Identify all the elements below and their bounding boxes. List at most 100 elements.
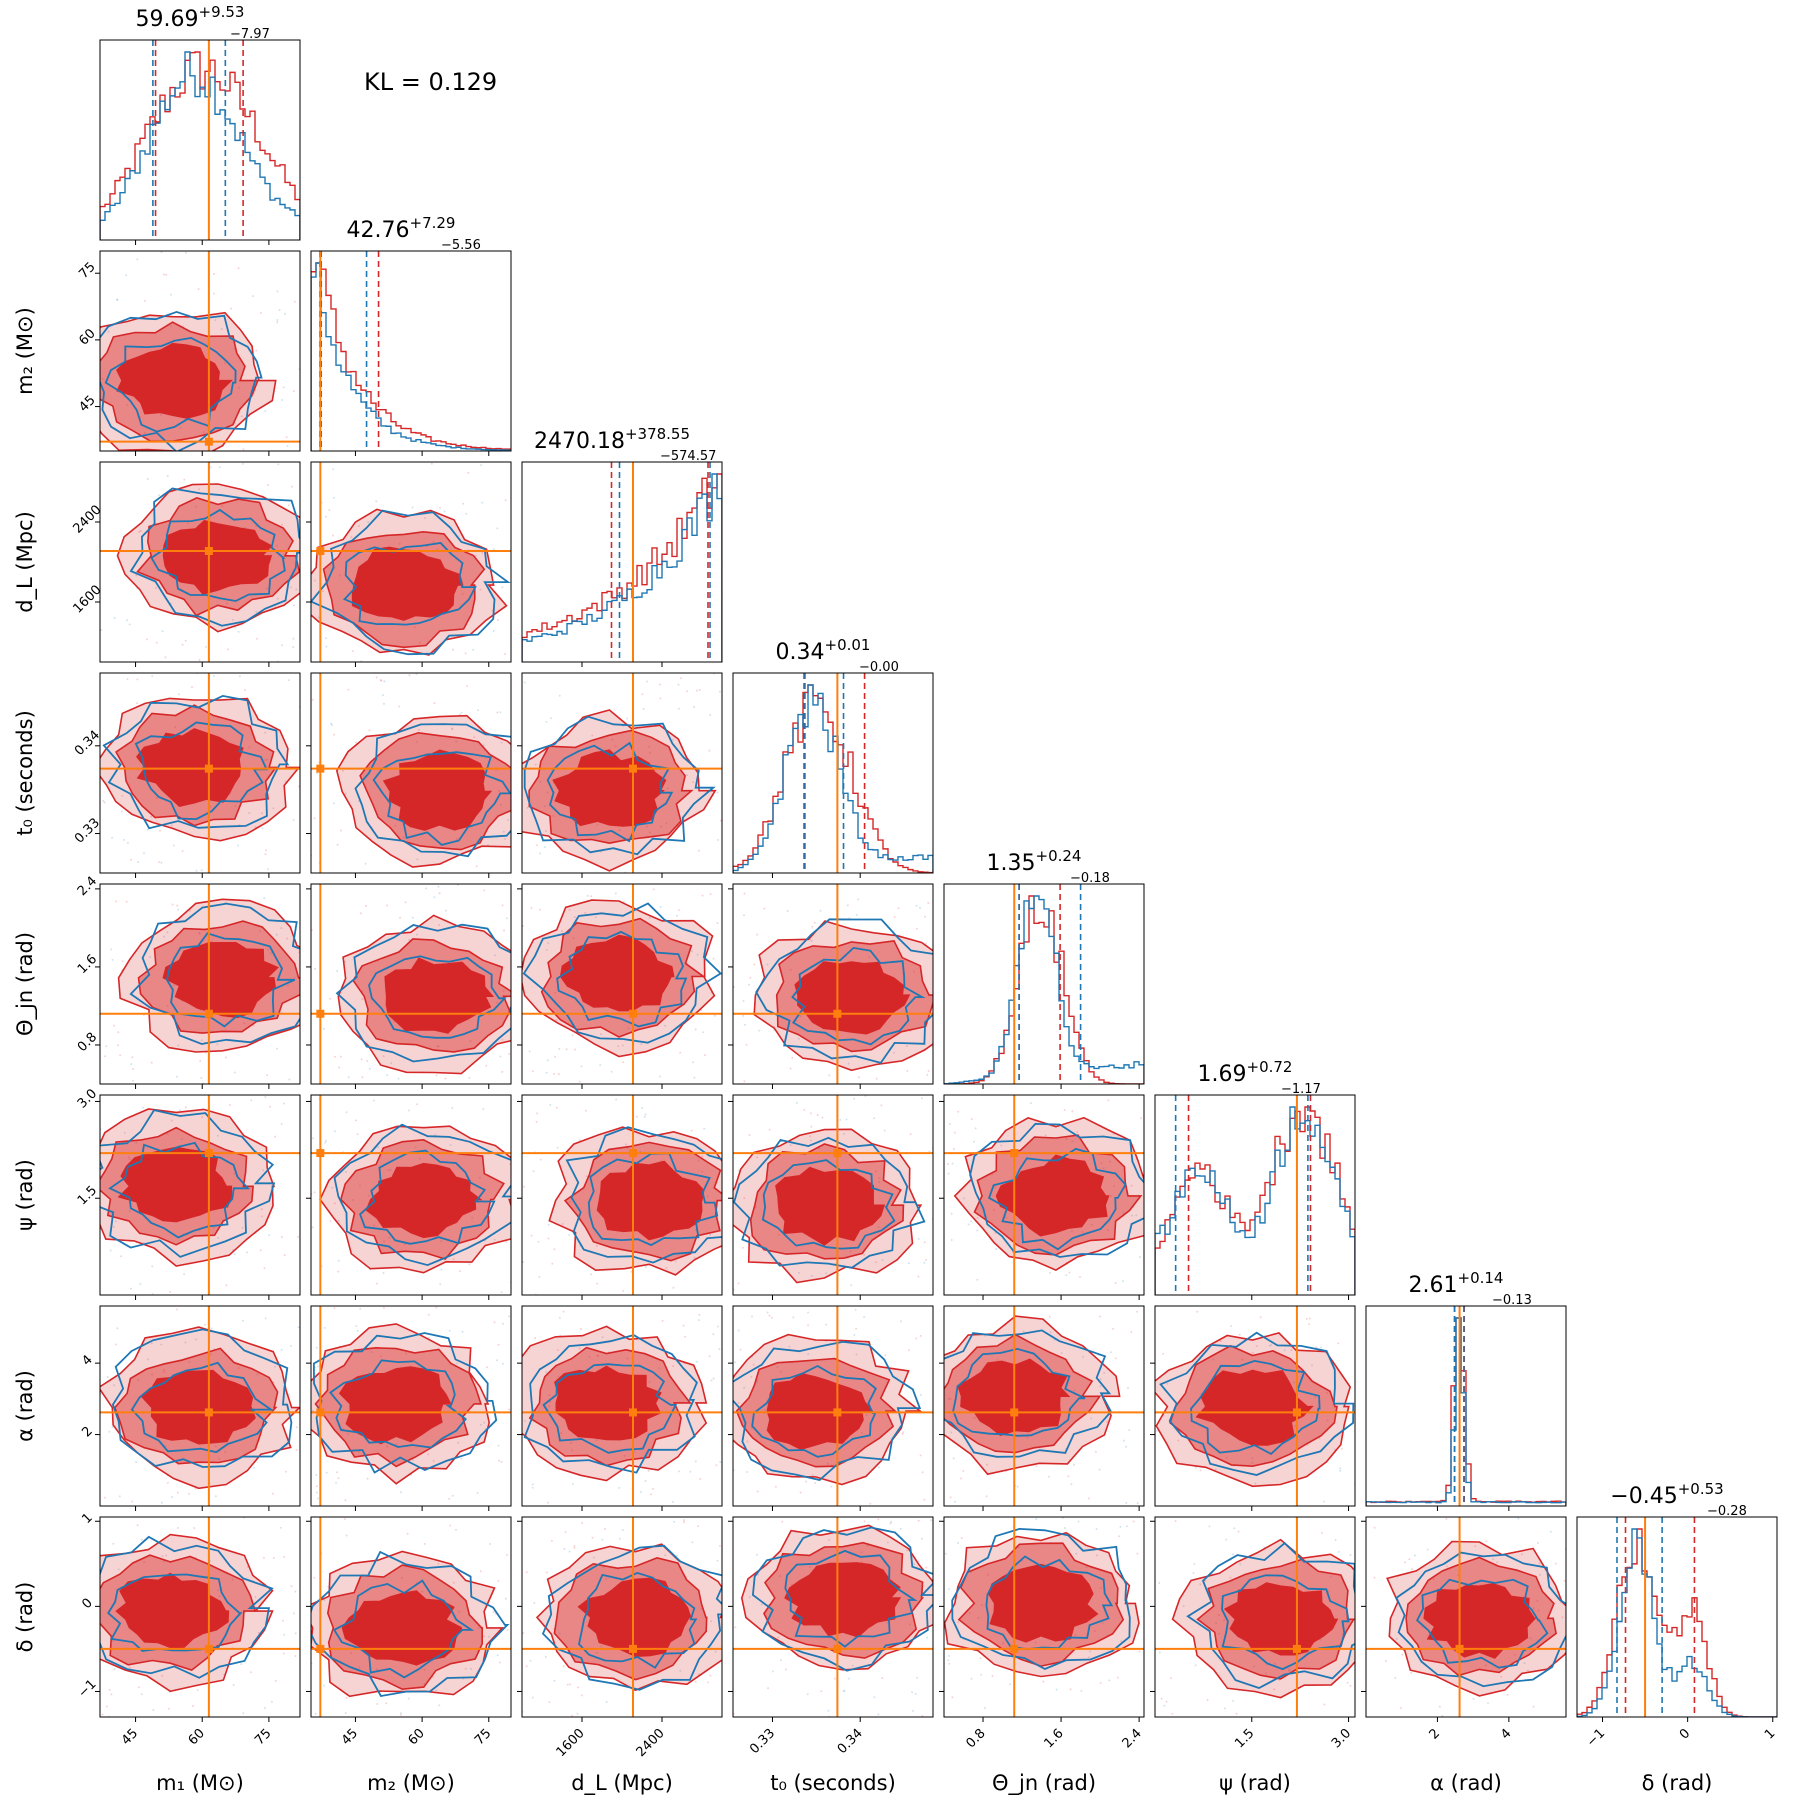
sample-point: [558, 1047, 561, 1050]
truth-marker: [204, 437, 213, 446]
sample-point: [1125, 1445, 1127, 1448]
hist-blue: [311, 262, 511, 451]
x-tick-label: −1: [1584, 1726, 1608, 1750]
sample-point: [1125, 1501, 1128, 1504]
sample-point: [252, 295, 254, 298]
panel-frame: [99, 1305, 301, 1507]
sample-point: [784, 1668, 787, 1671]
sample-point: [256, 637, 258, 640]
sample-point: [544, 1655, 547, 1658]
sample-point: [1029, 1102, 1032, 1105]
sample-point: [1125, 1525, 1128, 1528]
sample-point: [131, 1068, 134, 1070]
sample-point: [992, 1209, 995, 1212]
sample-point: [479, 1423, 482, 1426]
sample-point: [1171, 1712, 1174, 1715]
sample-point: [777, 1233, 780, 1236]
sample-point: [315, 1491, 318, 1494]
sample-point: [499, 711, 502, 714]
sample-point: [112, 1542, 115, 1545]
y-axis-label-m2: m₂ (M⊙): [13, 307, 37, 395]
sample-point: [973, 1140, 975, 1143]
sample-point: [666, 787, 669, 790]
sample-point: [1100, 1162, 1103, 1165]
sample-point: [345, 1696, 348, 1699]
sample-point: [276, 597, 279, 600]
contour-red-inner: [1195, 1369, 1314, 1446]
sample-point: [1049, 1271, 1051, 1274]
sample-point: [953, 1131, 956, 1134]
panel-frame: [99, 883, 301, 1085]
sample-point: [121, 960, 124, 963]
sample-point: [425, 887, 427, 890]
sample-point: [578, 1139, 581, 1142]
sample-point: [195, 1338, 198, 1341]
sample-point: [142, 1106, 145, 1109]
sample-point: [496, 1001, 499, 1004]
panel-title-minus-m1: −7.97: [230, 27, 270, 42]
sample-point: [1410, 1671, 1413, 1674]
sample-point: [994, 1186, 997, 1189]
sample-point: [911, 1691, 914, 1694]
sample-point: [712, 957, 715, 960]
sample-point: [641, 693, 644, 696]
sample-point: [147, 1358, 150, 1361]
truth-marker: [204, 1009, 213, 1018]
sample-point: [1283, 1349, 1286, 1352]
sample-point: [746, 1471, 749, 1473]
sample-point: [357, 800, 360, 803]
sample-point: [1128, 1429, 1131, 1431]
sample-point: [135, 574, 138, 577]
sample-point: [819, 909, 822, 912]
sample-point: [960, 1537, 963, 1540]
sample-point: [672, 1365, 675, 1368]
sample-point: [356, 1329, 359, 1332]
sample-point: [595, 1651, 598, 1654]
sample-point: [264, 853, 267, 856]
sample-point: [143, 1561, 146, 1564]
sample-point: [548, 1701, 551, 1704]
sample-point: [558, 694, 561, 697]
truth-marker: [629, 1644, 637, 1653]
sample-point: [743, 914, 745, 917]
sample-point: [339, 574, 342, 577]
sample-point: [366, 1477, 369, 1480]
sample-point: [214, 1445, 217, 1448]
sample-point: [1349, 1684, 1352, 1687]
sample-point: [254, 826, 257, 828]
sample-point: [1166, 1382, 1169, 1385]
sample-point: [197, 288, 200, 291]
sample-point: [276, 321, 279, 324]
sample-point: [288, 1393, 291, 1396]
sample-point: [329, 1220, 332, 1222]
sample-point: [547, 1237, 550, 1240]
sample-point: [1121, 1280, 1124, 1283]
sample-point: [399, 916, 402, 919]
sample-point: [810, 1125, 813, 1128]
sample-point: [497, 1343, 500, 1346]
sample-point: [700, 1009, 703, 1012]
sample-point: [594, 916, 597, 919]
sample-point: [539, 780, 542, 783]
sample-point: [331, 724, 334, 726]
sample-point: [810, 1275, 813, 1277]
contour-blue-outer: [100, 1109, 276, 1258]
sample-point: [1538, 1562, 1541, 1565]
sample-point: [497, 619, 499, 621]
sample-point: [497, 790, 500, 793]
sample-point: [198, 488, 200, 491]
sample-point: [295, 1426, 298, 1429]
histogram-m2: 42.76+7.29−5.56: [310, 214, 512, 456]
sample-point: [571, 1034, 574, 1037]
histogram-alpha: 2.61+0.14−0.13: [1365, 1269, 1567, 1511]
panel-frame: [732, 1094, 934, 1296]
sample-point: [674, 1260, 677, 1263]
sample-point: [132, 1079, 134, 1082]
sample-point: [921, 1537, 923, 1540]
sample-point: [202, 431, 205, 434]
contour-blue-inner: [546, 741, 674, 843]
contour-blue-inner: [987, 1147, 1127, 1251]
scatter-theta-delta: 0.8 1.6 2.4: [939, 1516, 1145, 1751]
sample-point: [158, 494, 161, 497]
sample-point: [1002, 1642, 1005, 1645]
